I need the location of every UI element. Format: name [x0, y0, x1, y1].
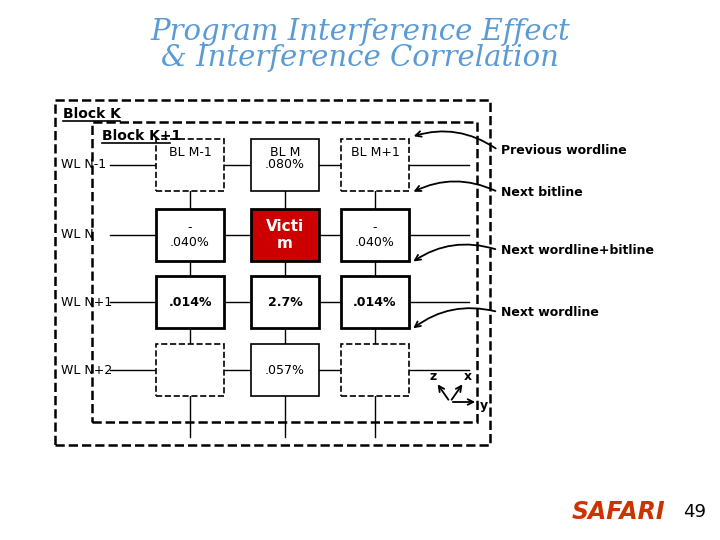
Text: Block K+1: Block K+1 [102, 129, 181, 143]
Text: -
.040%: - .040% [170, 221, 210, 249]
Text: y: y [480, 400, 488, 413]
Text: z: z [429, 369, 436, 382]
Bar [341, 139, 409, 191]
Text: Next wordline: Next wordline [501, 306, 599, 319]
Bar [156, 209, 224, 261]
Bar [92, 122, 477, 422]
Text: .057%: .057% [265, 363, 305, 376]
Text: Victi
m: Victi m [266, 219, 304, 251]
Text: .014%: .014% [168, 295, 212, 308]
Text: WL N+1: WL N+1 [61, 295, 112, 308]
Text: Next bitline: Next bitline [501, 186, 582, 199]
Text: Block K: Block K [63, 107, 121, 121]
Bar [156, 276, 224, 328]
Bar [341, 276, 409, 328]
Text: BL M+1: BL M+1 [351, 145, 400, 159]
Text: .014%: .014% [354, 295, 397, 308]
Bar [156, 139, 224, 191]
Bar [251, 139, 319, 191]
Bar [251, 344, 319, 396]
Text: & Interference Correlation: & Interference Correlation [161, 44, 559, 72]
Text: .080%: .080% [265, 159, 305, 172]
Text: Next wordline+bitline: Next wordline+bitline [501, 244, 654, 256]
Bar [156, 344, 224, 396]
Text: Program Interference Effect: Program Interference Effect [150, 18, 570, 46]
Text: BL M: BL M [270, 145, 300, 159]
Text: 49: 49 [683, 503, 706, 521]
Text: -
.040%: - .040% [355, 221, 395, 249]
Bar [251, 276, 319, 328]
Text: WL N: WL N [61, 228, 94, 241]
Bar [251, 209, 319, 261]
Text: x: x [464, 369, 472, 382]
Bar [55, 100, 490, 445]
Text: BL M-1: BL M-1 [168, 145, 212, 159]
Bar [341, 209, 409, 261]
Text: WL N-1: WL N-1 [61, 159, 106, 172]
Bar [341, 344, 409, 396]
Text: Previous wordline: Previous wordline [501, 144, 626, 157]
Text: WL N+2: WL N+2 [61, 363, 112, 376]
Text: SAFARI: SAFARI [571, 500, 665, 524]
Text: 2.7%: 2.7% [268, 295, 302, 308]
